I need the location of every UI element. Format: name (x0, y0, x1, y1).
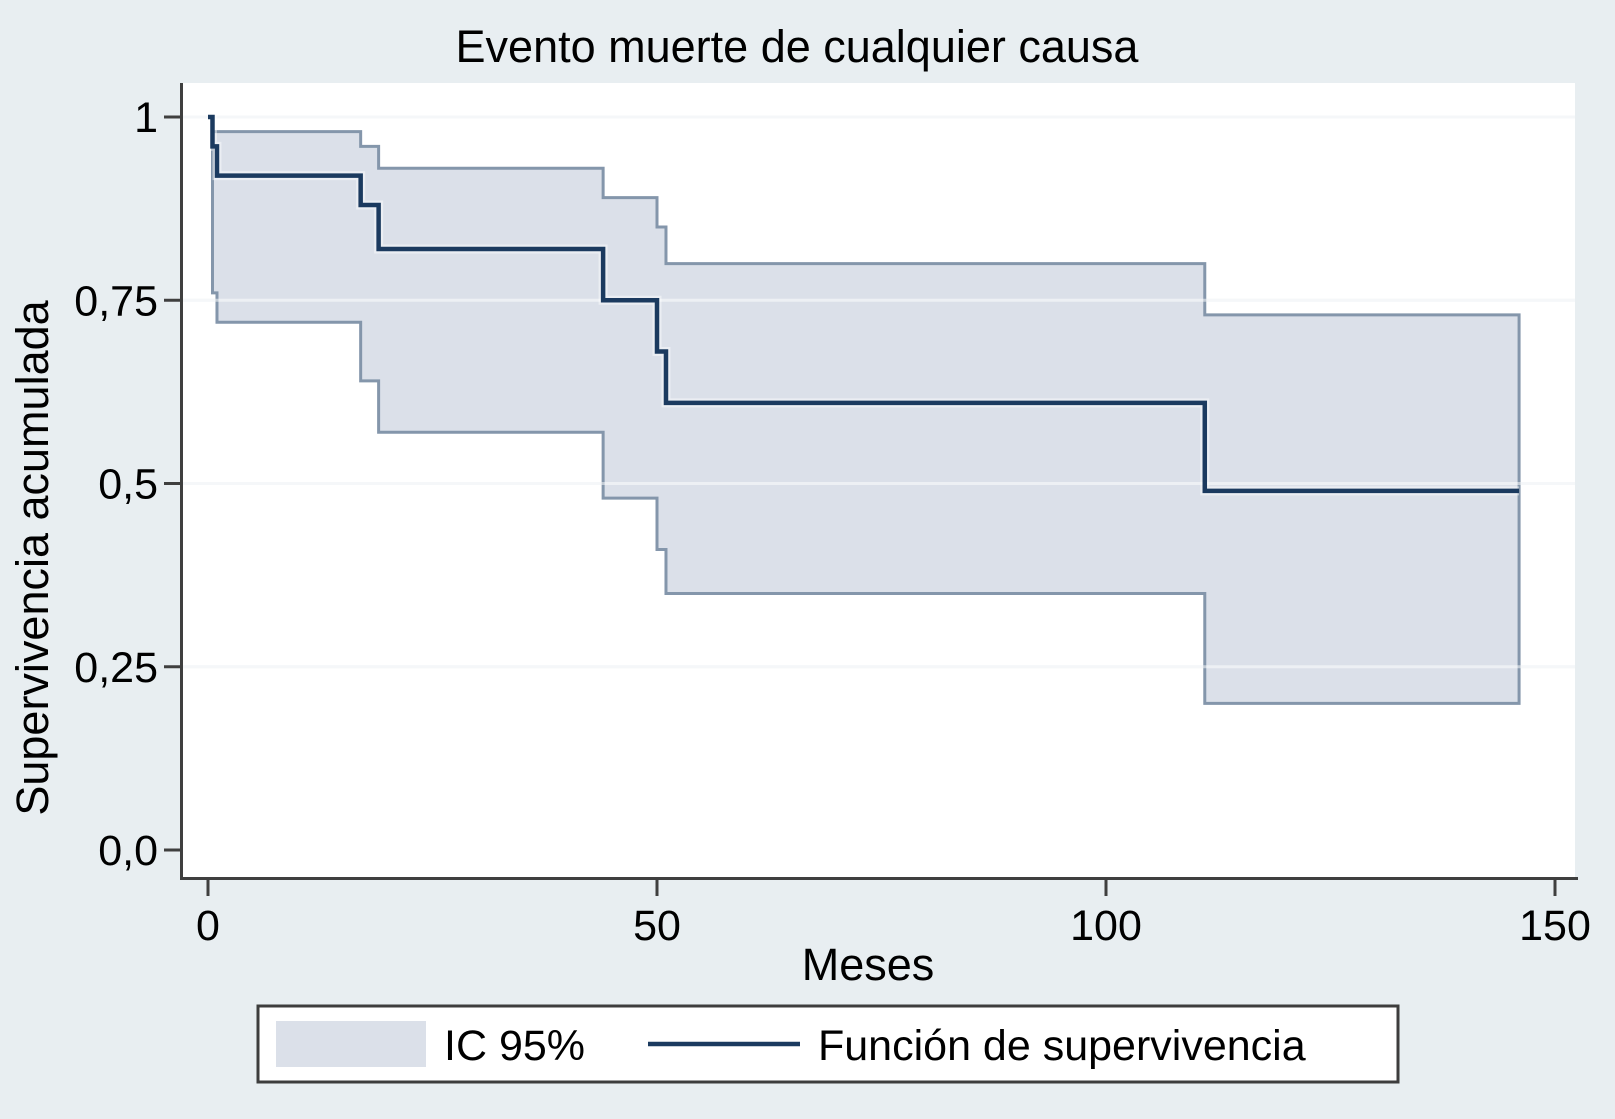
survival-line (208, 114, 1520, 494)
y-tick-label: 0,75 (74, 277, 158, 325)
x-tick-label: 100 (1070, 902, 1142, 950)
x-tick-label: 50 (633, 902, 681, 950)
y-tick-label: 0,0 (98, 827, 158, 875)
axes (164, 83, 1578, 896)
legend-survival-label: Función de supervivencia (818, 1022, 1306, 1070)
y-tick-label: 0,5 (98, 461, 158, 509)
ci-95-band (210, 130, 1521, 705)
gridlines-overlay (180, 115, 1575, 669)
x-tick-label: 150 (1519, 902, 1591, 950)
y-tick-label: 0,25 (74, 644, 158, 692)
legend-ci-label: IC 95% (444, 1022, 585, 1070)
legend-box (256, 1004, 1400, 1084)
y-tick-label: 1 (134, 94, 158, 142)
axis-ticks (164, 115, 1557, 896)
chart-title: Evento muerte de cualquier causa (456, 21, 1140, 72)
confidence-band (210, 130, 1521, 705)
x-tick-label: 0 (196, 902, 220, 950)
survival-curve (207, 112, 1520, 496)
legend-ci-swatch (276, 1021, 426, 1067)
x-axis-title: Meses (802, 939, 935, 990)
y-axis-title: Supervivencia acumulada (7, 299, 58, 815)
legend: IC 95% Función de supervivencia (256, 1004, 1400, 1084)
